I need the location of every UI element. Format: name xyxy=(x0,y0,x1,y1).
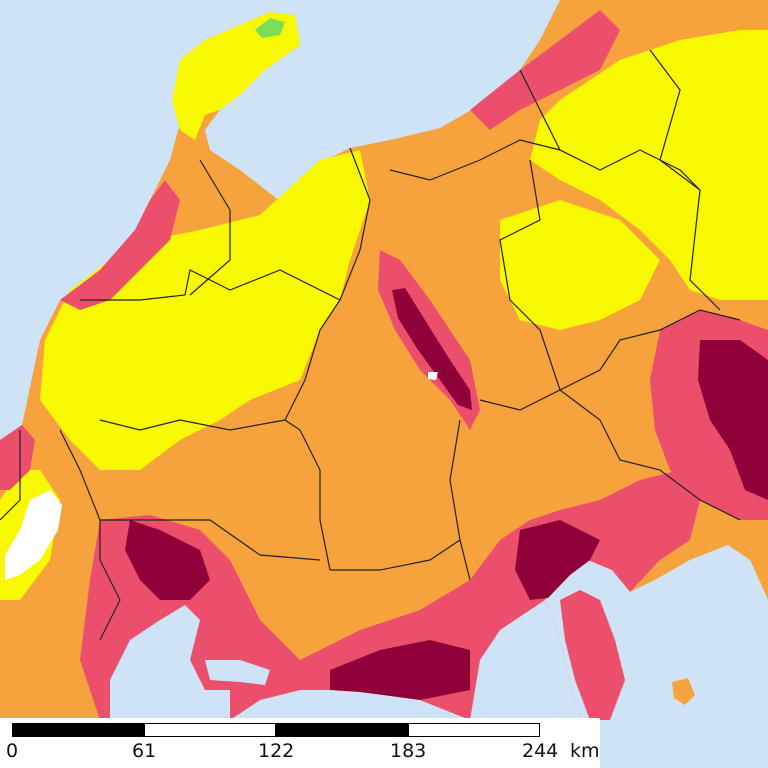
izu-peninsula xyxy=(560,590,625,720)
boundary-line xyxy=(339,147,371,301)
scale-tick-label: 0 xyxy=(6,740,19,762)
zone-very-high-coast xyxy=(330,640,470,700)
zone-high-coast-north xyxy=(60,180,180,310)
zone-very-low xyxy=(255,18,285,38)
sagami-bay xyxy=(600,545,768,768)
scale-tick-label: 183 xyxy=(390,740,427,762)
mikawa-bay xyxy=(205,660,270,685)
boundary-line xyxy=(519,69,561,151)
boundary-line xyxy=(499,159,561,391)
zone-high-coast-northeast xyxy=(470,10,620,130)
ise-bay xyxy=(110,605,230,720)
scale-bar-graphic xyxy=(12,723,540,737)
boundary-line xyxy=(189,159,231,296)
zone-low-east xyxy=(500,200,660,330)
zone-low-central xyxy=(40,150,370,470)
boundary-line xyxy=(330,539,461,571)
lake-biwa xyxy=(5,490,62,580)
boundary-line xyxy=(100,519,321,561)
boundary-line xyxy=(449,419,471,581)
boundary-line xyxy=(80,269,341,571)
zone-very-high-suruga xyxy=(515,520,600,600)
scale-tick-label: 122 xyxy=(258,740,295,762)
scale-tick-label: 61 xyxy=(132,740,157,762)
boundary-line xyxy=(559,309,741,391)
scale-segment xyxy=(144,723,276,737)
zone-low-northeast xyxy=(530,30,768,300)
scale-segment xyxy=(408,723,540,737)
scale-segment xyxy=(12,723,144,737)
zone-very-high-nagoya xyxy=(125,520,210,600)
zone-very-high-valley xyxy=(392,288,472,410)
zone-very-high-tokyo xyxy=(698,340,768,500)
scale-segment xyxy=(276,723,408,737)
toyama-bay xyxy=(205,70,320,180)
boundary-line xyxy=(649,49,721,311)
scale-unit-label: km xyxy=(570,740,600,762)
boundary-line xyxy=(0,430,21,521)
scale-tick-label: 244 xyxy=(522,740,559,762)
izu-island xyxy=(672,678,695,705)
boundary-line xyxy=(99,419,286,431)
lake-small xyxy=(428,372,438,380)
scale-bar: 0 61 122 183 244 km xyxy=(0,718,600,768)
prefecture-boundaries xyxy=(0,49,741,641)
boundary-line xyxy=(479,389,741,521)
zone-low-noto xyxy=(172,12,300,140)
zone-high-westcoast xyxy=(0,425,35,490)
suruga-bay xyxy=(470,600,580,720)
boundary-line xyxy=(59,429,121,641)
